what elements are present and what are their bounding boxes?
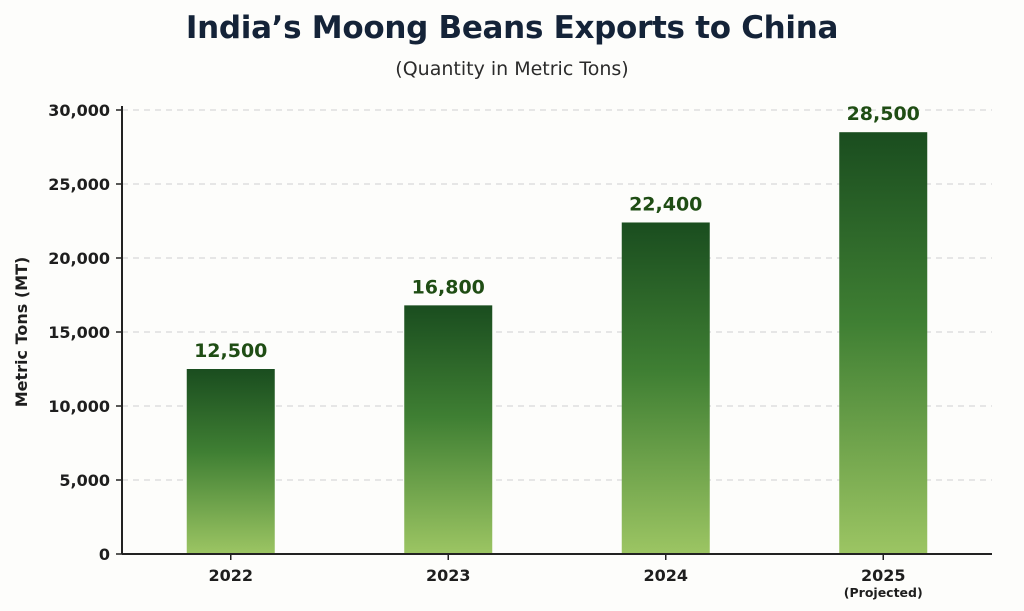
bar — [621, 222, 710, 555]
y-axis-title: Metric Tons (MT) — [12, 257, 31, 408]
y-tick-label: 30,000 — [48, 101, 110, 120]
y-tick-label: 20,000 — [48, 249, 110, 268]
bars — [186, 132, 928, 555]
x-tick-label: 2023 — [426, 566, 471, 585]
bar — [186, 369, 275, 554]
x-tick-label: 2022 — [208, 566, 253, 585]
y-tick-label: 5,000 — [59, 471, 110, 490]
y-tick-label: 10,000 — [48, 397, 110, 416]
y-tick-label: 15,000 — [48, 323, 110, 342]
y-tick-label: 0 — [99, 545, 110, 564]
bar-value-label: 12,500 — [194, 340, 267, 362]
chart-title: India’s Moong Beans Exports to China — [185, 10, 839, 46]
chart-subtitle: (Quantity in Metric Tons) — [395, 58, 629, 80]
x-tick-sublabel: (Projected) — [844, 585, 923, 600]
labels: 0 5,000 10,000 15,000 20,000 25,000 30,000 Metr… — [12, 101, 923, 600]
bar — [839, 132, 928, 554]
y-tick-label: 25,000 — [48, 175, 110, 194]
axes — [116, 106, 992, 560]
bar-value-label: 16,800 — [412, 276, 485, 298]
bar — [404, 305, 493, 554]
bar-value-label: 28,500 — [847, 103, 920, 125]
x-tick-label: 2025 — [861, 566, 906, 585]
x-tick-label: 2024 — [643, 566, 688, 585]
bar-value-label: 22,400 — [629, 193, 702, 215]
